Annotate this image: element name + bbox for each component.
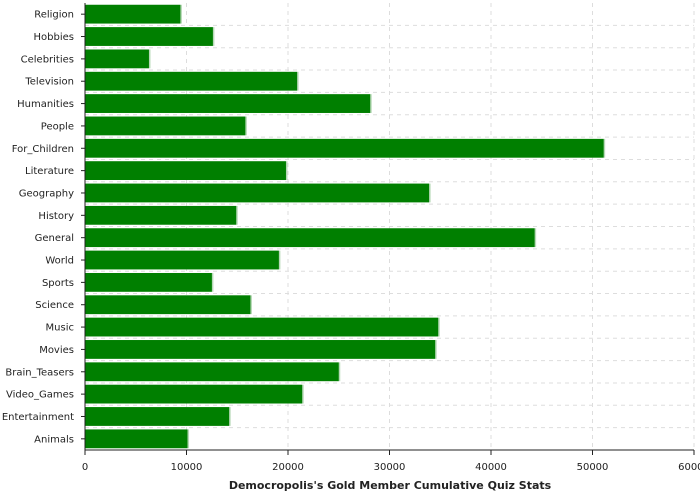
category-label: World [45,256,74,267]
category-label: Science [35,300,74,311]
bar-series [85,4,606,449]
category-label: General [35,233,74,244]
x-axis-ticks: 0 10000 20000 30000 40000 50000 60000 [82,450,700,473]
x-tick-label: 60000 [678,462,700,473]
x-tick-label: 20000 [272,462,304,473]
bar [85,4,181,24]
bar [85,384,303,404]
x-tick-label: 0 [82,462,88,473]
category-label: For_Children [12,144,74,155]
x-axis-title: Democropolis's Gold Member Cumulative Qu… [229,479,552,492]
bar [85,250,279,270]
bar [85,340,436,359]
bar [85,161,286,181]
bar [85,429,188,449]
bar [85,362,339,382]
category-label: Religion [34,10,74,21]
bar [85,49,149,69]
category-label: Hobbies [34,32,74,43]
x-tick-label: 30000 [374,462,406,473]
bar [85,94,371,113]
category-label: History [38,211,74,222]
bar [85,138,604,158]
category-label: Entertainment [2,412,74,423]
category-label: Celebrities [21,54,74,65]
category-label: Sports [42,278,74,289]
bar [85,71,298,91]
category-label: Music [46,323,74,334]
category-label: Humanities [17,99,74,110]
category-label: People [41,121,74,132]
bar [85,116,246,136]
category-label: Geography [19,188,74,199]
grid-lines [85,3,695,450]
x-tick-label: 40000 [475,462,507,473]
bar [85,205,237,225]
category-label: Animals [34,434,74,445]
category-label: Brain_Teasers [5,367,74,378]
category-label: Literature [25,166,74,177]
category-label: Video_Games [6,390,74,401]
bar [85,295,251,315]
x-tick-label: 50000 [577,462,609,473]
bar [85,317,439,337]
bar [85,27,213,46]
bar [85,183,430,203]
bar [85,228,535,248]
bar [85,272,212,292]
bar [85,407,230,426]
y-axis-categories: Religion Hobbies Celebrities Television Huma… [2,10,85,445]
x-tick-label: 10000 [171,462,203,473]
category-label: Movies [39,345,74,356]
category-label: Television [24,77,74,88]
